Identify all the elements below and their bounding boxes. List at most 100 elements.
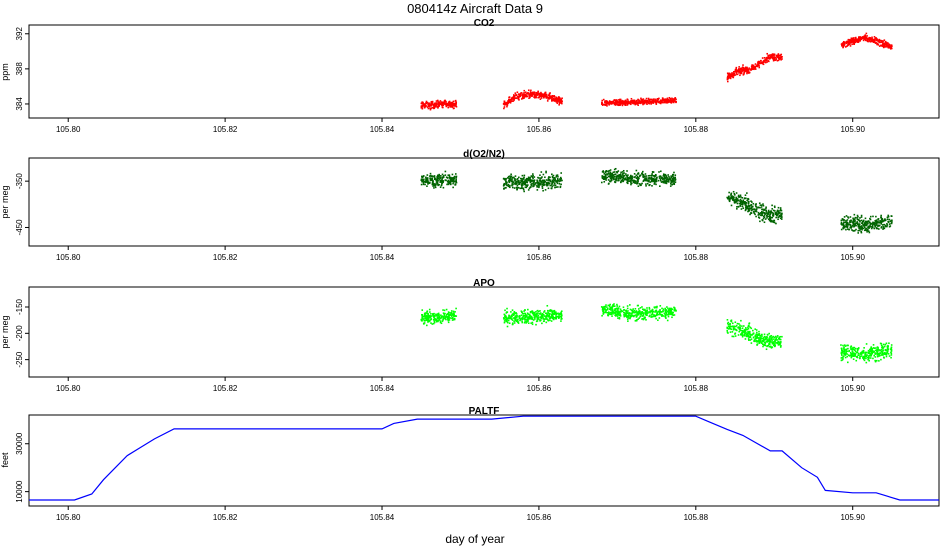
data-point <box>619 313 622 316</box>
data-point <box>875 224 878 226</box>
data-point <box>756 334 758 337</box>
data-point <box>874 352 876 354</box>
data-point <box>672 314 675 317</box>
data-point <box>556 98 559 101</box>
data-point <box>727 195 730 198</box>
data-point <box>858 223 861 225</box>
data-point <box>629 174 632 177</box>
data-point <box>614 99 617 102</box>
data-point <box>775 216 777 219</box>
data-point <box>846 226 849 228</box>
data-point <box>505 181 507 183</box>
data-point <box>854 224 856 226</box>
data-point <box>622 180 625 182</box>
data-point <box>535 315 538 317</box>
data-point <box>525 95 527 98</box>
data-point <box>541 176 543 178</box>
data-point <box>842 355 845 357</box>
data-point <box>736 206 738 208</box>
data-point <box>443 315 446 317</box>
data-point <box>732 190 735 193</box>
data-point <box>437 101 440 104</box>
data-point <box>666 178 669 180</box>
data-point <box>614 312 616 315</box>
data-point <box>852 352 855 355</box>
x-tick-label: 105.80 <box>56 253 81 262</box>
data-point <box>428 175 431 177</box>
data-point <box>758 217 761 219</box>
data-point <box>556 99 559 101</box>
data-point <box>503 177 505 180</box>
data-point <box>521 179 523 182</box>
data-point <box>750 206 753 208</box>
data-point <box>883 345 886 348</box>
data-point <box>646 309 649 312</box>
data-point <box>672 175 674 177</box>
data-point <box>534 93 536 96</box>
data-point <box>423 103 426 105</box>
data-point <box>727 328 730 330</box>
data-point <box>552 181 555 183</box>
data-point <box>620 175 623 177</box>
data-point <box>872 347 875 349</box>
data-point <box>660 181 663 183</box>
data-point <box>420 318 423 321</box>
data-point <box>523 310 525 312</box>
data-point <box>882 228 884 230</box>
data-point <box>852 37 855 39</box>
data-point <box>670 183 672 185</box>
data-point <box>637 185 640 187</box>
data-point <box>658 311 661 313</box>
data-point <box>614 178 617 181</box>
data-point <box>754 63 757 65</box>
data-point <box>778 215 781 218</box>
data-point <box>646 180 649 182</box>
data-point <box>613 102 615 104</box>
data-point <box>631 312 634 314</box>
data-point <box>445 308 448 311</box>
data-point <box>772 335 774 338</box>
data-point <box>869 223 872 226</box>
plot-frame <box>28 414 940 507</box>
data-point <box>505 320 508 323</box>
data-point <box>670 309 672 311</box>
data-point <box>738 69 741 71</box>
data-point <box>758 202 761 204</box>
data-point <box>610 311 613 314</box>
data-point <box>874 360 877 363</box>
data-point <box>867 230 870 233</box>
data-point <box>560 316 563 319</box>
data-point <box>758 339 760 341</box>
data-point <box>651 100 653 102</box>
data-point <box>451 106 454 108</box>
data-point <box>865 351 868 354</box>
data-point <box>637 99 639 101</box>
data-point <box>859 37 861 39</box>
data-point <box>747 333 749 335</box>
data-point <box>727 325 730 328</box>
data-point <box>433 175 436 178</box>
data-point <box>645 175 648 177</box>
data-point <box>745 335 748 338</box>
data-point <box>617 317 619 319</box>
data-point <box>851 39 853 42</box>
data-point <box>666 314 668 316</box>
data-point <box>738 328 741 330</box>
data-point <box>884 224 887 227</box>
data-point <box>770 334 773 337</box>
data-point <box>641 306 643 308</box>
data-point <box>726 327 729 330</box>
data-point <box>441 179 443 182</box>
data-point <box>601 175 604 177</box>
data-point <box>864 217 867 220</box>
data-point <box>645 100 648 103</box>
data-point <box>728 191 730 194</box>
data-point <box>511 186 514 189</box>
data-point <box>761 208 764 211</box>
data-point <box>857 229 860 232</box>
data-point <box>768 345 771 348</box>
data-point <box>624 314 627 317</box>
data-point <box>890 347 893 349</box>
data-point <box>740 67 743 70</box>
data-point <box>428 104 431 106</box>
